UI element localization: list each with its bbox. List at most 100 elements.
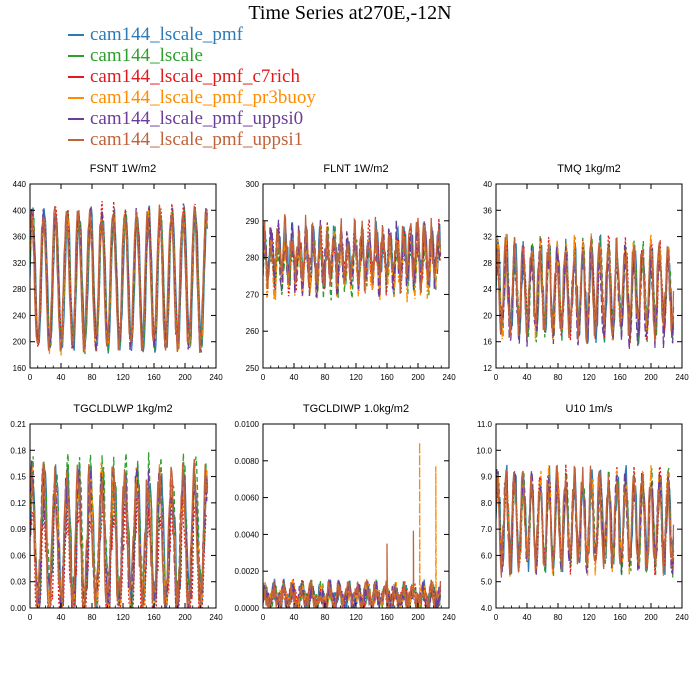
y-tick-label: 4.0 <box>481 604 493 613</box>
series-line <box>30 459 209 608</box>
chart-title: FSNT 1W/m2 <box>90 163 156 175</box>
y-tick-label: 11.0 <box>477 420 493 429</box>
chart-title: TMQ 1kg/m2 <box>557 163 621 175</box>
y-tick-label: 290 <box>246 217 260 226</box>
x-tick-label: 0 <box>494 613 499 622</box>
x-tick-label: 80 <box>321 613 330 622</box>
y-tick-label: 0.00 <box>10 604 26 613</box>
legend-swatch <box>68 33 84 36</box>
y-tick-label: 360 <box>13 233 27 242</box>
y-tick-label: 0.03 <box>10 578 26 587</box>
y-tick-label: 0.0080 <box>235 457 260 466</box>
legend-item: cam144_lscale_pmf <box>68 24 316 45</box>
x-tick-label: 40 <box>290 373 299 382</box>
x-tick-label: 160 <box>147 373 161 382</box>
y-tick-label: 250 <box>246 364 260 373</box>
x-tick-label: 240 <box>209 613 223 622</box>
chart-title: TGCLDIWP 1.0kg/m2 <box>303 403 409 415</box>
legend-label: cam144_lscale_pmf_pr3buoy <box>90 87 316 108</box>
y-tick-label: 40 <box>483 180 492 189</box>
x-tick-label: 240 <box>209 373 223 382</box>
series-line <box>496 236 675 344</box>
y-tick-label: 16 <box>483 338 492 347</box>
chart-panel: FSNT 1W/m2 0 40 80 120 160 200 240 160 200 240 280 3… <box>13 163 224 382</box>
y-tick-label: 32 <box>483 233 492 242</box>
y-tick-label: 20 <box>483 311 492 320</box>
y-tick-label: 0.09 <box>10 525 26 534</box>
x-tick-label: 40 <box>57 373 66 382</box>
legend-item: cam144_lscale <box>68 45 316 66</box>
series-line <box>263 214 441 294</box>
chart-title: FLNT 1W/m2 <box>323 163 388 175</box>
x-tick-label: 80 <box>554 373 563 382</box>
y-tick-label: 270 <box>246 290 260 299</box>
chart-panel: FLNT 1W/m2 0 40 80 120 160 200 240 250 260 270 280 2… <box>246 163 457 382</box>
x-tick-label: 160 <box>380 373 394 382</box>
legend-label: cam144_lscale_pmf_uppsi0 <box>90 108 304 129</box>
y-tick-label: 0.0100 <box>235 420 260 429</box>
y-tick-label: 5.0 <box>481 578 493 587</box>
x-tick-label: 200 <box>644 373 658 382</box>
series-line <box>263 530 442 608</box>
x-tick-label: 120 <box>349 613 363 622</box>
x-tick-label: 200 <box>178 373 192 382</box>
x-tick-label: 160 <box>380 613 394 622</box>
x-tick-label: 240 <box>442 613 456 622</box>
y-tick-label: 0.0060 <box>235 494 260 503</box>
y-tick-label: 280 <box>13 285 27 294</box>
series-line <box>30 204 209 353</box>
x-tick-label: 200 <box>411 373 425 382</box>
legend: cam144_lscale_pmf cam144_lscale cam144_l… <box>68 24 316 150</box>
x-tick-label: 200 <box>411 613 425 622</box>
x-tick-label: 240 <box>675 373 689 382</box>
y-tick-label: 400 <box>13 206 27 215</box>
legend-item: cam144_lscale_pmf_uppsi1 <box>68 129 316 150</box>
y-tick-label: 0.21 <box>10 420 26 429</box>
y-tick-label: 300 <box>246 180 260 189</box>
y-tick-label: 0.0040 <box>235 530 260 539</box>
x-tick-label: 0 <box>261 613 266 622</box>
legend-label: cam144_lscale <box>90 45 203 66</box>
legend-item: cam144_lscale_pmf_pr3buoy <box>68 87 316 108</box>
y-tick-label: 0.06 <box>10 551 26 560</box>
y-tick-label: 12 <box>483 364 492 373</box>
y-tick-label: 28 <box>483 259 492 268</box>
x-tick-label: 120 <box>116 373 130 382</box>
x-tick-label: 40 <box>523 373 532 382</box>
x-tick-label: 0 <box>494 373 499 382</box>
legend-item: cam144_lscale_pmf_c7rich <box>68 66 316 87</box>
x-tick-label: 40 <box>290 613 299 622</box>
chart-title: TGCLDLWP 1kg/m2 <box>73 403 172 415</box>
x-tick-label: 120 <box>116 613 130 622</box>
x-tick-label: 0 <box>261 373 266 382</box>
y-tick-label: 24 <box>483 285 492 294</box>
x-tick-label: 40 <box>523 613 532 622</box>
series-line <box>30 206 209 352</box>
legend-swatch <box>68 75 84 78</box>
chart-panel: U10 1m/s 0 40 80 120 160 200 240 4.0 5.0 6.0 7.0 8.0… <box>476 403 689 622</box>
x-tick-label: 120 <box>582 373 596 382</box>
series-line <box>496 464 675 578</box>
figure-title: Time Series at270E,-12N <box>248 2 452 24</box>
y-tick-label: 8.0 <box>481 499 493 508</box>
legend-swatch <box>68 138 84 141</box>
x-tick-label: 80 <box>321 373 330 382</box>
x-tick-label: 160 <box>613 613 627 622</box>
y-tick-label: 9.0 <box>481 473 493 482</box>
x-tick-label: 160 <box>613 373 627 382</box>
legend-swatch <box>68 54 84 57</box>
y-tick-label: 0.15 <box>10 473 26 482</box>
y-tick-label: 10.0 <box>476 446 492 455</box>
y-tick-label: 6.0 <box>481 551 493 560</box>
legend-label: cam144_lscale_pmf <box>90 24 244 45</box>
chart-title: U10 1m/s <box>565 403 613 415</box>
y-tick-label: 0.18 <box>10 446 26 455</box>
legend-swatch <box>68 96 84 99</box>
x-tick-label: 120 <box>582 613 596 622</box>
legend-swatch <box>68 117 84 120</box>
plot-frame <box>262 423 450 609</box>
legend-label: cam144_lscale_pmf_uppsi1 <box>90 129 304 150</box>
x-tick-label: 200 <box>178 613 192 622</box>
